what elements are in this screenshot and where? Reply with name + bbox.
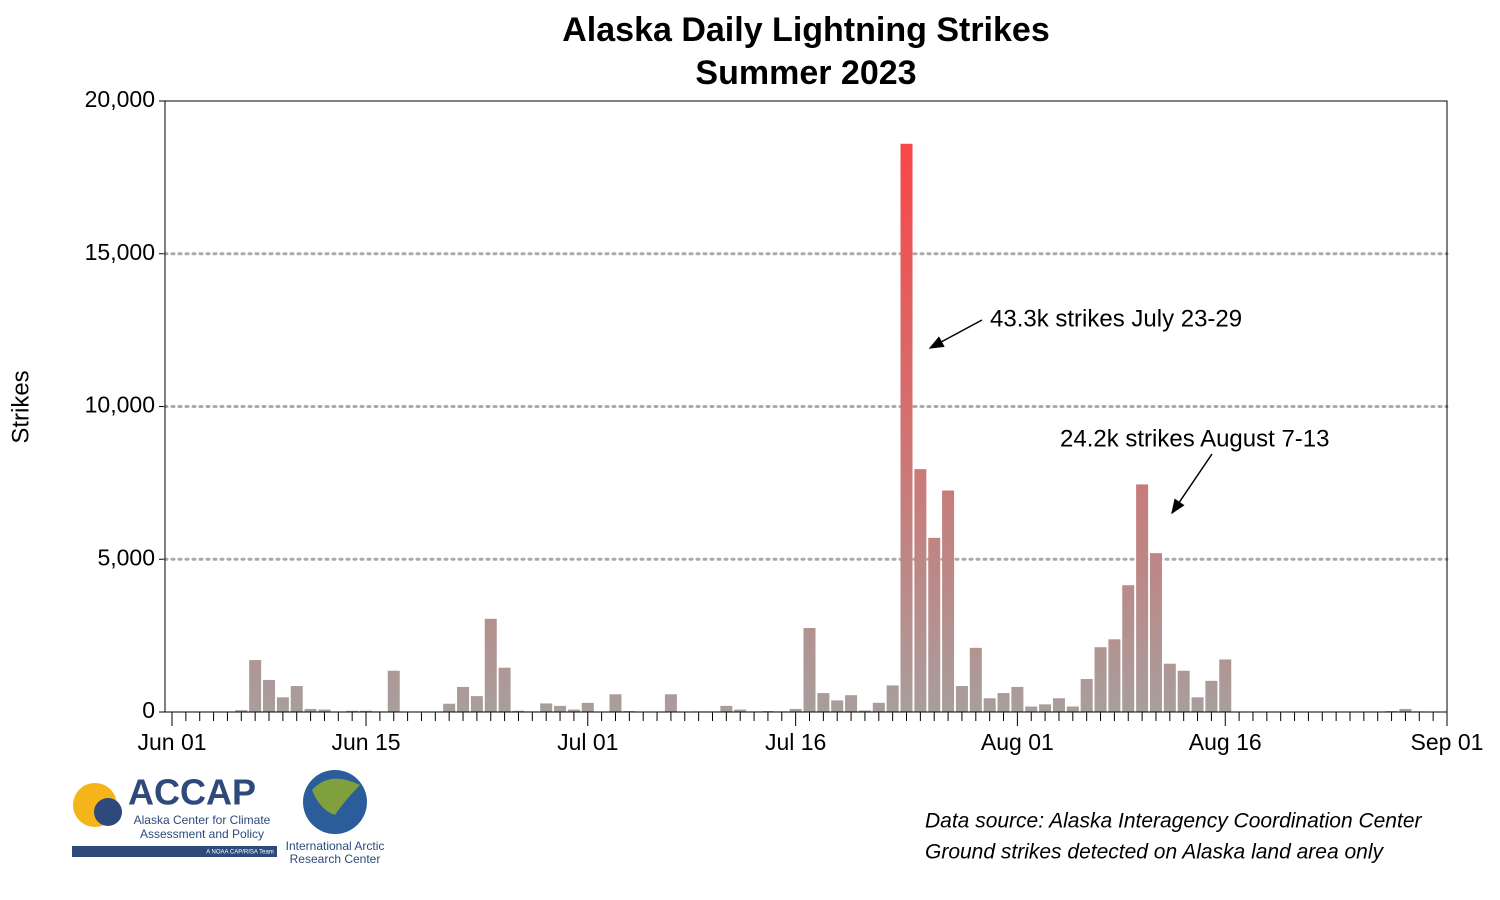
note: Data source: Alaska Interagency Coordina… [925,810,1423,833]
bar [360,710,373,712]
bar [803,627,816,712]
bar [304,708,317,712]
annotation: 24.2k strikes August 7-13 [1060,425,1329,452]
accap-logo: ACCAP Alaska Center for Climate Assessme… [72,772,277,857]
chart-title: Alaska Daily Lightning Strikes [562,11,1049,49]
bar [443,703,456,712]
bar [1025,706,1038,712]
bar [789,708,802,712]
bar [969,647,982,712]
bar [914,469,927,712]
bar [346,710,359,712]
x-tick-label: Jul 01 [557,729,618,755]
annotation-arrow [928,319,983,349]
bar [1191,697,1204,712]
bar [1122,585,1135,712]
bar [484,618,497,712]
bar [1066,706,1079,712]
bar [858,710,871,712]
annotation: 43.3k strikes July 23-29 [990,305,1242,332]
note: Ground strikes detected on Alaska land a… [925,841,1384,864]
bar [1011,686,1024,712]
bar [512,710,525,712]
bar [609,694,622,712]
bar [955,686,968,712]
bar [387,670,400,712]
bar [1080,679,1093,712]
y-tick-label: 20,000 [85,86,155,112]
bar [831,700,844,712]
bar [290,686,303,712]
bar [845,695,858,712]
bar [318,709,331,712]
bar [1039,704,1052,712]
x-tick-label: Aug 16 [1189,729,1262,755]
bar [567,709,580,712]
x-tick-label: Aug 01 [981,729,1054,755]
plot-frame [164,100,1448,713]
x-tick-label: Sep 01 [1411,729,1484,755]
bar [1219,659,1232,712]
bar [540,703,553,712]
chart-subtitle: Summer 2023 [695,54,916,92]
y-tick-label: 10,000 [85,392,155,418]
bar [498,667,511,712]
y-tick-label: 5,000 [97,544,155,570]
bar [1177,670,1190,712]
bar [1205,680,1218,712]
logo-band [72,846,277,857]
bar [470,696,483,712]
bar [554,705,567,712]
y-tick-label: 0 [142,697,155,723]
logo-text: Alaska Center for Climate [134,813,271,827]
bar [249,660,262,712]
x-tick-label: Jul 16 [765,729,826,755]
bar [872,702,885,712]
bar [1149,553,1162,712]
bar [928,537,941,712]
bar [942,490,955,712]
logo-text: A NOAA CAP/RISA Team [206,850,274,856]
bar [997,693,1010,712]
bar [581,702,594,712]
bar [1094,647,1107,712]
y-tick-label: 15,000 [85,239,155,265]
bar [900,143,913,712]
bar [664,694,677,712]
x-tick-label: Jun 01 [137,729,206,755]
bar [983,698,996,712]
logo-text: International Arctic [286,839,385,853]
logo-text: Assessment and Policy [140,827,264,841]
bar [263,679,276,712]
logo-snowflake [94,798,122,826]
bar [1136,484,1149,712]
x-tick-label: Jun 15 [331,729,400,755]
logo-land [312,778,360,815]
bar [734,709,747,712]
logo-text: ACCAP [128,772,256,813]
bar [886,685,899,712]
bar [1163,663,1176,712]
annotation-arrow [1171,453,1213,515]
bar [276,697,289,712]
bar [1399,708,1412,712]
y-axis-label: Strikes [7,370,34,443]
logo-text: Research Center [290,852,381,866]
bar [720,705,733,712]
bar [235,710,248,712]
bar [457,686,470,712]
bar [1108,639,1121,712]
iarc-logo: International Arctic Research Center [286,770,385,866]
bar [817,693,830,712]
bar [1052,698,1065,712]
